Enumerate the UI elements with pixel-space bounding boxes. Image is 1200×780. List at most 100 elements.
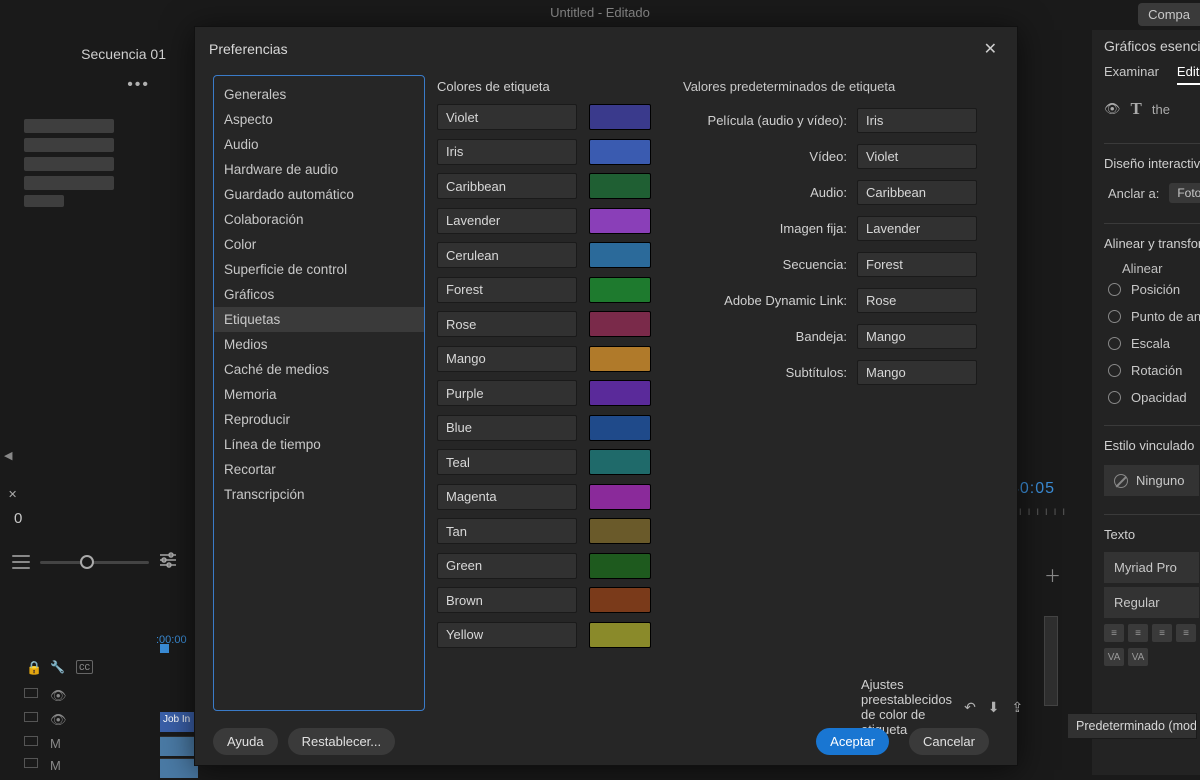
track-toggle[interactable] <box>24 688 38 698</box>
color-name-input[interactable] <box>437 484 577 510</box>
category-item[interactable]: Memoria <box>214 382 424 407</box>
color-swatch[interactable] <box>589 622 651 648</box>
tracking-icon[interactable]: VA <box>1128 648 1148 666</box>
color-name-input[interactable] <box>437 242 577 268</box>
audio-clip[interactable] <box>160 736 198 756</box>
color-name-input[interactable] <box>437 449 577 475</box>
default-value-dropdown[interactable]: Mango <box>857 324 977 349</box>
zoom-slider[interactable] <box>40 561 149 564</box>
category-item[interactable]: Colaboración <box>214 207 424 232</box>
default-value-dropdown[interactable]: Violet <box>857 144 977 169</box>
category-item[interactable]: Hardware de audio <box>214 157 424 182</box>
align-left-icon[interactable]: ≡ <box>1104 624 1124 642</box>
style-none[interactable]: Ninguno <box>1104 465 1199 496</box>
collapse-arrow-icon[interactable]: ◀ <box>4 449 12 462</box>
color-name-input[interactable] <box>437 208 577 234</box>
category-item[interactable]: Color <box>214 232 424 257</box>
color-swatch[interactable] <box>589 380 651 406</box>
color-name-input[interactable] <box>437 139 577 165</box>
font-dropdown[interactable]: Myriad Pro <box>1104 552 1199 583</box>
color-name-input[interactable] <box>437 104 577 130</box>
transform-property[interactable]: Rotación <box>1104 357 1200 384</box>
lock-icon[interactable]: 🔒 <box>26 660 42 676</box>
kerning-icon[interactable]: VA <box>1104 648 1124 666</box>
color-name-input[interactable] <box>437 587 577 613</box>
default-value-dropdown[interactable]: Caribbean <box>857 180 977 205</box>
close-icon[interactable]: ✕ <box>978 37 1003 61</box>
tab-browse[interactable]: Examinar <box>1104 64 1159 85</box>
color-name-input[interactable] <box>437 380 577 406</box>
share-button[interactable]: Compa <box>1138 3 1200 26</box>
color-swatch[interactable] <box>589 139 651 165</box>
default-value-dropdown[interactable]: Lavender <box>857 216 977 241</box>
zoom-thumb[interactable] <box>80 555 94 569</box>
stopwatch-icon[interactable] <box>1108 337 1121 350</box>
category-item[interactable]: Audio <box>214 132 424 157</box>
transform-property[interactable]: Punto de ancl <box>1104 303 1200 330</box>
transform-property[interactable]: Posición <box>1104 276 1200 303</box>
category-item[interactable]: Transcripción <box>214 482 424 507</box>
stopwatch-icon[interactable] <box>1108 310 1121 323</box>
mute-icon[interactable]: M <box>50 736 61 751</box>
color-swatch[interactable] <box>589 311 651 337</box>
clip[interactable]: Job In <box>160 712 198 732</box>
color-name-input[interactable] <box>437 518 577 544</box>
align-justify-icon[interactable]: ≡ <box>1176 624 1196 642</box>
color-name-input[interactable] <box>437 311 577 337</box>
color-swatch[interactable] <box>589 242 651 268</box>
category-item[interactable]: Reproducir <box>214 407 424 432</box>
undo-icon[interactable]: ↶ <box>964 699 976 716</box>
color-swatch[interactable] <box>589 173 651 199</box>
color-name-input[interactable] <box>437 553 577 579</box>
stopwatch-icon[interactable] <box>1108 283 1121 296</box>
category-item[interactable]: Caché de medios <box>214 357 424 382</box>
category-item[interactable]: Superficie de control <box>214 257 424 282</box>
track-toggle[interactable] <box>24 736 38 746</box>
help-button[interactable]: Ayuda <box>213 728 278 755</box>
preset-dropdown[interactable]: Predeterminado (mod <box>1067 713 1197 739</box>
default-value-dropdown[interactable]: Forest <box>857 252 977 277</box>
mute-icon[interactable]: M <box>50 758 61 773</box>
tab-edit[interactable]: Edita <box>1177 64 1200 85</box>
transform-property[interactable]: Escala <box>1104 330 1200 357</box>
eye-icon[interactable]: 👁 <box>50 712 67 728</box>
default-value-dropdown[interactable]: Rose <box>857 288 977 313</box>
reset-button[interactable]: Restablecer... <box>288 728 396 755</box>
weight-dropdown[interactable]: Regular <box>1104 587 1199 618</box>
zoom-small-icon[interactable] <box>12 555 30 569</box>
close-icon[interactable]: ✕ <box>8 488 17 501</box>
cc-icon[interactable]: cc <box>76 660 93 674</box>
category-item[interactable]: Recortar <box>214 457 424 482</box>
color-swatch[interactable] <box>589 518 651 544</box>
download-icon[interactable]: ⬇ <box>988 699 1000 716</box>
layer-row[interactable]: 👁 T the <box>1104 93 1200 125</box>
eye-icon[interactable]: 👁 <box>1104 101 1121 117</box>
color-name-input[interactable] <box>437 173 577 199</box>
category-item[interactable]: Etiquetas <box>214 307 424 332</box>
category-item[interactable]: Gráficos <box>214 282 424 307</box>
align-center-icon[interactable]: ≡ <box>1128 624 1148 642</box>
color-name-input[interactable] <box>437 415 577 441</box>
export-icon[interactable]: ⇪ <box>1012 699 1024 716</box>
add-icon[interactable]: ＋ <box>1044 562 1061 587</box>
stopwatch-icon[interactable] <box>1108 391 1121 404</box>
color-swatch[interactable] <box>589 553 651 579</box>
transform-property[interactable]: Opacidad <box>1104 384 1200 411</box>
eye-icon[interactable]: 👁 <box>50 688 67 704</box>
wrench-icon[interactable]: 🔧 <box>50 660 65 674</box>
color-swatch[interactable] <box>589 484 651 510</box>
color-swatch[interactable] <box>589 415 651 441</box>
playhead-icon[interactable] <box>160 644 169 653</box>
default-value-dropdown[interactable]: Mango <box>857 360 977 385</box>
color-name-input[interactable] <box>437 346 577 372</box>
color-swatch[interactable] <box>589 346 651 372</box>
ok-button[interactable]: Aceptar <box>816 728 889 755</box>
track-toggle[interactable] <box>24 712 38 722</box>
color-name-input[interactable] <box>437 622 577 648</box>
default-value-dropdown[interactable]: Iris <box>857 108 977 133</box>
color-name-input[interactable] <box>437 277 577 303</box>
color-swatch[interactable] <box>589 587 651 613</box>
color-swatch[interactable] <box>589 208 651 234</box>
more-icon[interactable]: ••• <box>0 62 190 114</box>
stopwatch-icon[interactable] <box>1108 364 1121 377</box>
